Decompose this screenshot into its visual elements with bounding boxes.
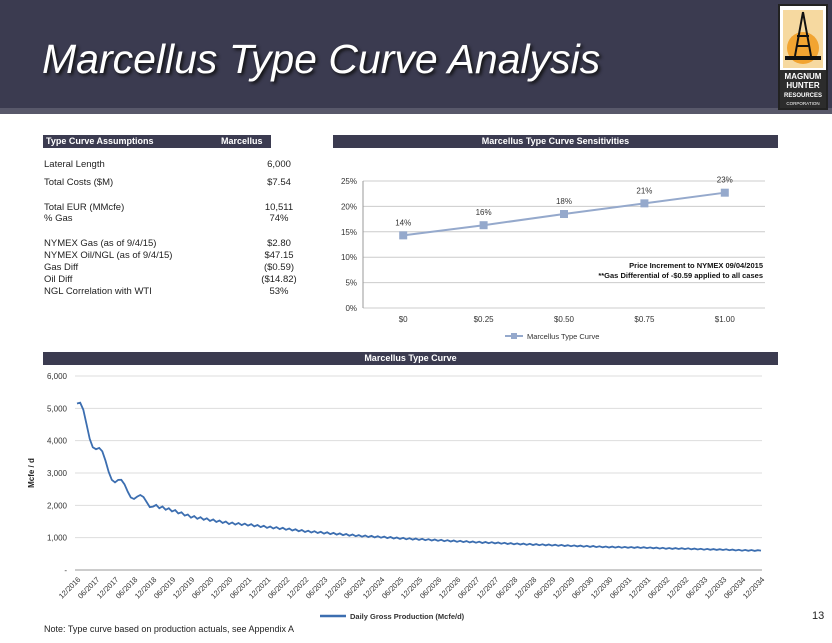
type-curve-header: Marcellus Type Curve	[43, 352, 778, 365]
legend-marker	[511, 333, 517, 339]
page-number: 13	[812, 610, 825, 622]
assumptions-header: Type Curve Assumptions Marcellus	[43, 135, 271, 148]
y-tick-label: -	[64, 566, 67, 575]
assumption-value: $7.54	[267, 177, 291, 188]
assumption-row: Gas Diff ($0.59)	[44, 262, 294, 273]
assumption-label: NGL Correlation with WTI	[44, 286, 152, 297]
y-tick-label: 10%	[341, 253, 357, 262]
type-curve-title: Marcellus Type Curve	[364, 353, 457, 363]
assumption-row: NGL Correlation with WTI 53%	[44, 286, 289, 297]
svg-text:MAGNUM: MAGNUM	[785, 72, 822, 81]
data-point	[560, 210, 568, 219]
company-logo: MAGNUM HUNTER RESOURCES CORPORATION	[778, 4, 828, 110]
svg-text:RESOURCES: RESOURCES	[784, 93, 822, 99]
assumption-label: % Gas	[44, 213, 73, 224]
footnote: Note: Type curve based on production act…	[44, 624, 295, 634]
y-tick-label: 4,000	[47, 437, 68, 446]
sensitivities-header: Marcellus Type Curve Sensitivities	[333, 135, 778, 148]
legend-label: Marcellus Type Curve	[527, 332, 599, 341]
y-tick-label: 0%	[345, 304, 357, 313]
data-point	[640, 199, 649, 208]
assumption-row: Lateral Length 6,000	[44, 159, 291, 170]
y-tick-label: 20%	[341, 202, 357, 211]
data-label: 18%	[556, 197, 572, 206]
svg-text:CORPORATION: CORPORATION	[786, 101, 819, 106]
assumption-value: 6,000	[267, 159, 291, 170]
legend-label: Daily Gross Production (Mcfe/d)	[350, 612, 465, 621]
y-tick-label: 6,000	[47, 372, 68, 381]
assumption-label: Gas Diff	[44, 262, 79, 273]
data-label: 14%	[395, 218, 411, 227]
assumption-row: NYMEX Gas (as of 9/4/15) $2.80	[44, 238, 291, 249]
x-tick-label: $0.50	[554, 315, 575, 324]
assumption-value: ($14.82)	[261, 274, 297, 285]
y-tick-label: 5%	[345, 279, 357, 288]
assumption-row: Oil Diff ($14.82)	[44, 274, 297, 285]
svg-text:HUNTER: HUNTER	[786, 81, 820, 90]
assumption-label: NYMEX Gas (as of 9/4/15)	[44, 238, 157, 249]
assumptions-header-value: Marcellus	[221, 136, 263, 146]
annotation: Price Increment to NYMEX 09/04/2015	[629, 261, 763, 270]
y-axis-label: Mcfe / d	[27, 458, 36, 488]
annotation: **Gas Differential of -$0.59 applied to …	[598, 271, 763, 280]
series-line	[76, 401, 762, 552]
data-point	[399, 231, 408, 240]
assumption-row: % Gas 74%	[44, 213, 289, 224]
y-tick-label: 3,000	[47, 469, 68, 478]
assumptions-header-label: Type Curve Assumptions	[46, 136, 154, 146]
sensitivities-title: Marcellus Type Curve Sensitivities	[481, 136, 630, 146]
assumption-label: Total EUR (MMcfe)	[44, 202, 125, 213]
sensitivities-chart: 0% 5% 10% 15% 20% 25% $0 $0.25 $0.50 $0.75 $1.00 14…	[341, 176, 765, 341]
assumption-label: Lateral Length	[44, 159, 105, 170]
assumption-value: $2.80	[267, 238, 291, 249]
x-tick-label: $1.00	[715, 315, 736, 324]
y-tick-label: 2,000	[47, 501, 68, 510]
data-label: 16%	[476, 208, 492, 217]
title-banner: Marcellus Type Curve Analysis	[0, 0, 832, 114]
assumption-label: Total Costs ($M)	[44, 177, 114, 188]
assumption-label: Oil Diff	[44, 274, 73, 285]
x-tick-label: $0.75	[634, 315, 655, 324]
y-tick-label: 25%	[341, 177, 357, 186]
assumption-label: NYMEX Oil/NGL (as of 9/4/15)	[44, 250, 173, 261]
assumption-row: Total Costs ($M) $7.54	[44, 177, 291, 188]
x-tick-label: $0	[399, 315, 408, 324]
data-point	[720, 188, 729, 197]
assumption-value: $47.15	[264, 250, 294, 261]
assumption-value: ($0.59)	[263, 262, 295, 273]
assumption-row: Total EUR (MMcfe) 10,511	[44, 202, 293, 213]
assumption-row: NYMEX Oil/NGL (as of 9/4/15) $47.15	[44, 250, 294, 261]
y-tick-label: 5,000	[47, 404, 68, 413]
y-tick-label: 15%	[341, 228, 357, 237]
data-label: 23%	[717, 176, 733, 185]
data-point	[479, 221, 488, 230]
page-title: Marcellus Type Curve Analysis	[42, 36, 601, 82]
data-label: 21%	[636, 186, 652, 195]
assumption-value: 53%	[269, 286, 289, 297]
assumption-value: 74%	[269, 213, 289, 224]
y-tick-label: 1,000	[47, 534, 68, 543]
x-tick-label: $0.25	[474, 315, 495, 324]
assumption-value: 10,511	[264, 202, 294, 213]
